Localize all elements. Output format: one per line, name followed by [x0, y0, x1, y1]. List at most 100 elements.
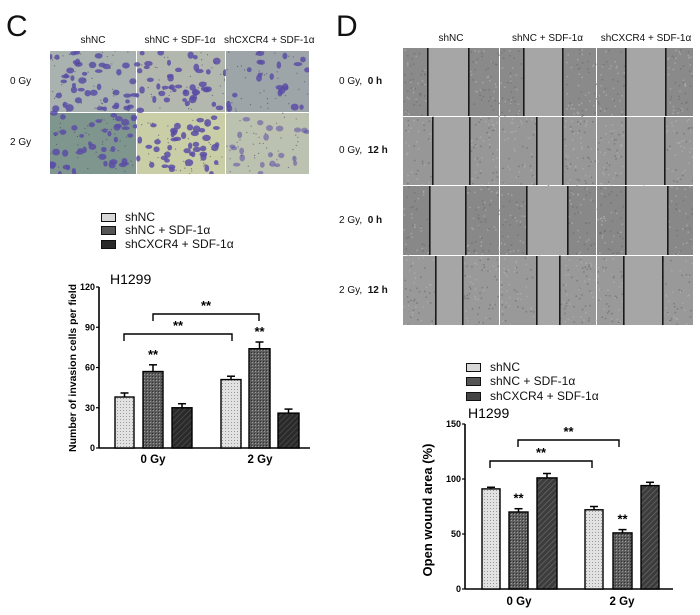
panel-c-bar-chart: 0 30 60 90 120 ** ** ** ** H1299 Number of invas…	[67, 271, 310, 466]
micrograph-cell	[136, 113, 225, 177]
panel-c-col-head-shnc: shNC	[80, 35, 106, 46]
row-time: 0 h	[367, 215, 383, 226]
y-tick-label: 60	[85, 363, 95, 373]
panel-d-legend-shnc-sdf: shNC + SDF-1α	[466, 374, 575, 388]
wound-image-cell	[597, 48, 695, 116]
significance-bracket	[489, 460, 593, 468]
panel-c-row-head-0gy: 0 Gy	[10, 76, 32, 87]
legend-swatch-crosshatch-icon	[466, 376, 481, 386]
bar	[536, 477, 558, 590]
bar	[114, 396, 135, 449]
panel-d-row-head-2gy-0h: 2 Gy, 0 h	[339, 215, 382, 226]
wound-image-cell	[403, 186, 501, 257]
significance-stars: **	[536, 445, 547, 460]
row-dose: 2 Gy,	[339, 285, 363, 296]
significance-bracket	[517, 439, 620, 447]
legend-swatch-crosshatch-icon	[101, 225, 116, 235]
bar	[248, 348, 271, 449]
panel-c-micrograph-grid	[47, 49, 311, 178]
panel-d-row-head-0gy-0h: 0 Gy, 0 h	[339, 76, 382, 87]
significance-bracket	[123, 333, 233, 341]
legend-label: shCXCR4 + SDF-1α	[490, 389, 599, 403]
bar	[481, 488, 501, 590]
panel-d-y-axis-label: Open wound area (%)	[420, 444, 435, 577]
micrograph-cell	[48, 50, 139, 113]
panel-d-legend-shnc: shNC	[466, 360, 520, 374]
y-tick-label: 30	[85, 403, 95, 413]
panel-d-letter: D	[336, 10, 358, 43]
panel-c-col-head-shcxcr4-sdf: shCXCR4 + SDF-1α	[224, 35, 315, 46]
bar	[584, 509, 604, 590]
panel-d-row-head-0gy-12h: 0 Gy, 12 h	[339, 145, 388, 156]
legend-swatch-light-dotted-icon	[101, 212, 116, 222]
row-time: 12 h	[367, 145, 388, 156]
significance-stars: **	[173, 318, 184, 333]
panel-c-micrographs	[47, 49, 311, 178]
wound-image-cell	[403, 256, 500, 327]
legend-label: shNC	[125, 210, 156, 224]
y-tick-label: 90	[85, 322, 95, 332]
y-tick-label: 0	[456, 584, 461, 594]
significance-stars: **	[201, 298, 212, 313]
panel-c-legend-shnc-sdf: shNC + SDF-1α	[101, 223, 210, 237]
wound-image-cell	[500, 48, 598, 118]
significance-stars: **	[513, 491, 524, 506]
bar	[142, 370, 164, 449]
bar	[508, 511, 529, 590]
y-tick-label: 50	[451, 529, 461, 539]
legend-label: shCXCR4 + SDF-1α	[125, 237, 234, 251]
wound-image-cell	[597, 256, 695, 326]
significance-stars: **	[254, 324, 265, 339]
bar	[220, 378, 242, 449]
row-dose: 0 Gy,	[339, 76, 363, 87]
panel-d-cell-line-title: H1299	[468, 405, 509, 421]
significance-stars: **	[617, 512, 628, 527]
row-time: 0 h	[367, 76, 383, 87]
wound-image-cell	[403, 48, 500, 118]
panel-c-legend-shnc: shNC	[101, 210, 155, 224]
legend-swatch-diagonal-icon	[466, 391, 481, 401]
panel-c-letter: C	[6, 10, 28, 43]
wound-image-cell	[500, 186, 597, 256]
y-tick-label: 120	[80, 282, 95, 292]
panel-c-row-head-2gy: 2 Gy	[10, 137, 32, 148]
panel-d-col-head-shnc-sdf: shNC + SDF-1α	[511, 33, 584, 44]
micrograph-cell	[226, 50, 311, 112]
wound-image-cell	[597, 186, 695, 256]
row-dose: 0 Gy,	[339, 145, 363, 156]
y-tick-label: 150	[446, 419, 461, 429]
panel-d-wound-images	[403, 48, 695, 327]
y-tick-label: 0	[90, 443, 95, 453]
bar	[612, 532, 633, 590]
legend-swatch-diagonal-icon	[101, 239, 116, 249]
panel-c-x-label-2gy: 2 Gy	[248, 454, 274, 466]
panel-c-legend-shcxcr4-sdf: shCXCR4 + SDF-1α	[101, 237, 234, 251]
wound-image-cell	[500, 256, 597, 327]
micrograph-cell	[133, 49, 228, 114]
panel-d-bar-chart: 0 50 100 150 ** ** ** ** H1299 Open wound area …	[420, 405, 673, 608]
bar	[277, 412, 300, 449]
legend-label: shNC	[490, 360, 521, 374]
panel-c-col-head-shnc-sdf: shNC + SDF-1α	[144, 35, 216, 46]
significance-stars: **	[148, 347, 159, 362]
panel-d-legend-shcxcr4-sdf: shCXCR4 + SDF-1α	[466, 389, 599, 403]
panel-c-cell-line-title: H1299	[110, 271, 151, 287]
wound-image-cell	[500, 117, 597, 187]
significance-stars: **	[563, 424, 574, 439]
wound-image-cell	[403, 117, 499, 186]
micrograph-cell	[226, 112, 311, 175]
panel-d-col-head-shcxcr4-sdf: shCXCR4 + SDF-1α	[600, 33, 692, 44]
panel-d-x-label-2gy: 2 Gy	[610, 596, 636, 608]
panel-d-wound-healing-grid	[403, 48, 695, 327]
legend-label: shNC + SDF-1α	[490, 374, 576, 388]
bar	[171, 407, 193, 449]
significance-bracket	[152, 313, 260, 321]
panel-d-x-label-0gy: 0 Gy	[507, 596, 533, 608]
panel-d-row-head-2gy-12h: 2 Gy, 12 h	[339, 285, 388, 296]
bar	[640, 484, 660, 590]
panel-c-x-label-0gy: 0 Gy	[141, 454, 167, 466]
y-tick-label: 100	[446, 474, 461, 484]
micrograph-cell	[47, 110, 139, 178]
legend-swatch-light-dotted-icon	[466, 362, 481, 372]
panel-c-y-axis-label: Number of invasion cells per field	[67, 284, 79, 452]
